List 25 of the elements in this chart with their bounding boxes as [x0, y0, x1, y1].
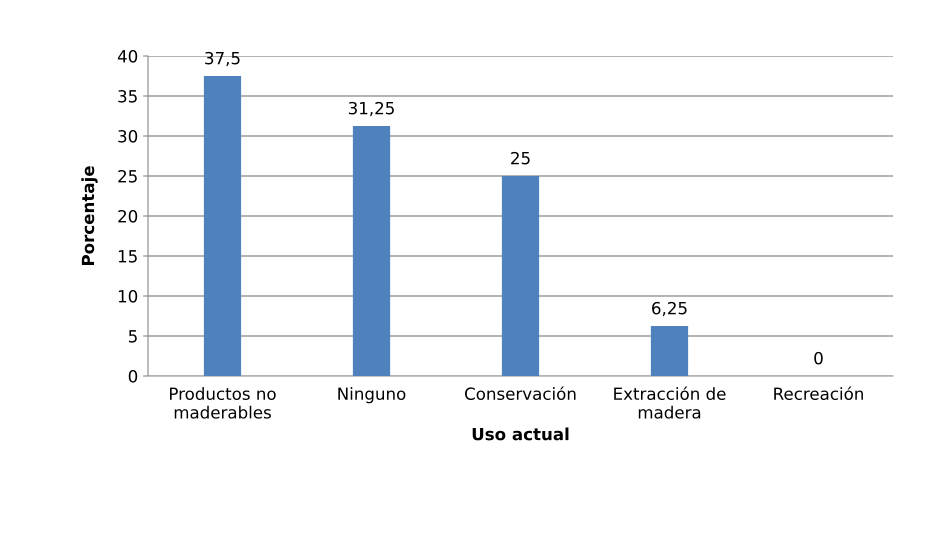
y-tick-label: 35 — [118, 90, 137, 103]
y-tick-label: 25 — [118, 170, 137, 183]
y-tick-label: 40 — [118, 50, 138, 63]
x-tick-label: Recreación — [774, 386, 863, 400]
bar — [352, 126, 390, 376]
x-axis-title: Uso actual — [472, 427, 568, 440]
y-tick-label: 30 — [118, 130, 138, 143]
data-label: 6,25 — [652, 302, 687, 316]
data-label: 37,5 — [205, 52, 240, 66]
data-label: 0 — [814, 352, 823, 364]
bar — [650, 326, 688, 376]
y-tick-label: 0 — [128, 370, 138, 383]
bar — [204, 76, 242, 376]
y-tick-label: 10 — [118, 290, 138, 303]
y-tick-label: 20 — [118, 210, 138, 223]
y-axis-title: Porcentaje — [81, 166, 98, 266]
x-tick-label: Conservación — [465, 386, 576, 400]
bar — [502, 176, 540, 376]
data-label: 31,25 — [348, 102, 394, 116]
x-tick-label: Productos no maderables — [170, 387, 276, 419]
data-label: 25 — [511, 152, 530, 164]
y-tick-label: 5 — [128, 330, 137, 343]
y-tick-label: 15 — [118, 250, 137, 263]
x-tick-label: Extracción de madera — [614, 386, 726, 419]
x-tick-label: Ninguno — [338, 387, 406, 404]
